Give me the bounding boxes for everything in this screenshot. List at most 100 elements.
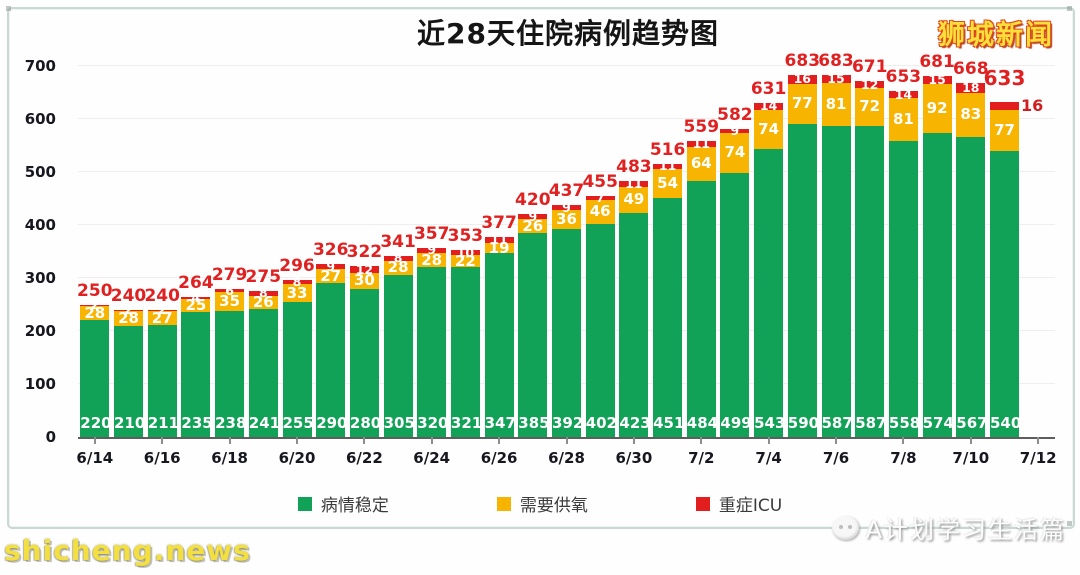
bar-value-stable: 484 — [686, 414, 719, 432]
bar-value-icu: 2 — [90, 297, 100, 312]
bar-total-label: 455 — [582, 171, 618, 192]
bar-value-oxygen: 26 — [522, 216, 544, 235]
bar-total-label: 668 — [953, 59, 989, 79]
bar-group-22: 590 77 16 683 — [785, 53, 820, 437]
bar-value-stable: 423 — [619, 414, 651, 432]
bar-value-icu: 15 — [827, 71, 845, 86]
gridline-600 — [78, 118, 1055, 119]
legend-item-icu: 重症ICU — [695, 491, 782, 516]
bar-segment-oxygen — [282, 284, 312, 302]
bar-value-icu: 11 — [625, 175, 643, 191]
bar-segment-stable — [552, 229, 581, 437]
bar-segment-oxygen — [922, 84, 952, 133]
x-tick-6/28 — [565, 437, 568, 444]
bar-segment-stable — [518, 232, 548, 437]
bar-group-19: 484 64 11 559 — [684, 66, 719, 437]
bar-value-stable: 290 — [316, 414, 348, 432]
y-tick-label-700: 700 — [24, 57, 56, 75]
x-tick-label-6/16: 6/16 — [143, 449, 181, 467]
bar-value-stable: 587 — [821, 414, 853, 432]
bar-segment-stable — [922, 132, 952, 437]
legend: 病情稳定 需要供氧 重症ICU — [0, 491, 1080, 516]
bar-total-label: 250 — [77, 280, 113, 301]
bar-segment-oxygen — [821, 83, 851, 126]
bar-segment-icu — [686, 140, 716, 147]
bar-value-icu: 16 — [1021, 95, 1044, 115]
x-tick-label-7/6: 7/6 — [822, 449, 850, 467]
bar-value-stable: 305 — [383, 414, 415, 432]
bar-value-icu: 6 — [225, 282, 234, 298]
bar-total-label: 683 — [818, 51, 854, 71]
bar-total-label: 377 — [481, 213, 517, 234]
bar-segment-oxygen — [80, 305, 110, 321]
bar-value-oxygen: 35 — [219, 292, 241, 311]
bar-segment-icu — [720, 128, 750, 134]
bar-value-oxygen: 54 — [657, 174, 679, 193]
bar-total-label: 559 — [683, 116, 720, 137]
bar-segment-stable — [686, 180, 716, 437]
bar-value-stable: 402 — [585, 414, 617, 432]
bar-value-oxygen: 30 — [353, 271, 375, 290]
y-tick-label-0: 0 — [45, 428, 56, 446]
x-tick-label-7/8: 7/8 — [890, 449, 917, 467]
bar-segment-oxygen — [147, 310, 177, 326]
bar-value-icu: 18 — [962, 79, 980, 95]
bar-value-icu: 11 — [658, 158, 677, 174]
bar-segment-stable — [80, 320, 110, 437]
x-tick-label-6/24: 6/24 — [413, 449, 451, 467]
x-tick-label-7/12: 7/12 — [1019, 449, 1057, 467]
bar-segment-icu — [922, 76, 952, 84]
watermark-bottom-left: shicheng.news — [4, 534, 251, 567]
bar-segment-stable — [653, 198, 683, 437]
bar-value-stable: 280 — [349, 414, 382, 432]
bar-total-label: 671 — [851, 57, 888, 78]
bar-segment-oxygen — [552, 210, 581, 230]
bar-segment-stable — [484, 253, 514, 437]
x-tick-7/4 — [767, 437, 770, 444]
bar-segment-icu — [80, 304, 110, 306]
y-tick-label-600: 600 — [24, 110, 56, 128]
x-tick-6/22 — [363, 437, 366, 444]
bar-segment-icu — [282, 280, 312, 285]
bar-value-stable: 255 — [282, 414, 314, 432]
y-tick-label-500: 500 — [24, 163, 56, 181]
bar-segment-oxygen — [349, 272, 379, 289]
bar-segment-oxygen — [720, 133, 750, 173]
bar-segment-icu — [383, 256, 413, 261]
bar-value-icu: 2 — [157, 302, 167, 318]
bar-segment-oxygen — [518, 219, 548, 233]
x-tick-7/6 — [835, 437, 837, 444]
bar-segment-stable — [754, 149, 784, 437]
bar-segment-icu — [552, 205, 581, 211]
bar-value-oxygen: 26 — [252, 292, 274, 311]
bar-value-icu: 16 — [793, 71, 811, 87]
x-tick-label-7/10: 7/10 — [952, 449, 990, 467]
bar-group-7: 255 33 8 296 — [279, 66, 315, 437]
bar-segment-icu — [417, 247, 447, 253]
legend-swatch-icu-icon — [695, 496, 710, 511]
bar-value-icu: 8 — [393, 250, 403, 266]
x-tick-label-6/26: 6/26 — [480, 449, 518, 467]
bar-segment-icu — [585, 195, 615, 200]
bar-group-2: 210 28 2 240 — [111, 66, 146, 437]
bar-value-icu: 12 — [355, 261, 374, 277]
bar-segment-icu — [754, 102, 784, 110]
bar-segment-oxygen — [787, 83, 817, 125]
bar-segment-oxygen — [956, 92, 986, 137]
bar-value-oxygen: 46 — [589, 202, 611, 221]
bar-segment-oxygen — [248, 295, 278, 310]
bar-group-28: 540 77 16 633 — [984, 66, 1043, 437]
bar-segment-icu — [349, 266, 379, 273]
bar-segment-stable — [855, 125, 885, 437]
bar-total-label: 279 — [211, 265, 248, 286]
bar-group-11: 320 28 9 357 — [414, 66, 449, 437]
bar-value-icu: 9 — [427, 242, 437, 258]
bar-group-26: 574 92 15 681 — [919, 54, 955, 437]
bar-segment-oxygen — [686, 146, 716, 181]
watermark-bottom-right: A计划学习生活篇 — [831, 510, 1066, 545]
bar-value-stable: 220 — [80, 414, 112, 432]
bar-value-icu: 9 — [730, 122, 740, 138]
bar-segment-oxygen — [653, 169, 683, 198]
bar-total-label: 437 — [548, 181, 585, 202]
bar-segment-icu — [787, 75, 817, 84]
